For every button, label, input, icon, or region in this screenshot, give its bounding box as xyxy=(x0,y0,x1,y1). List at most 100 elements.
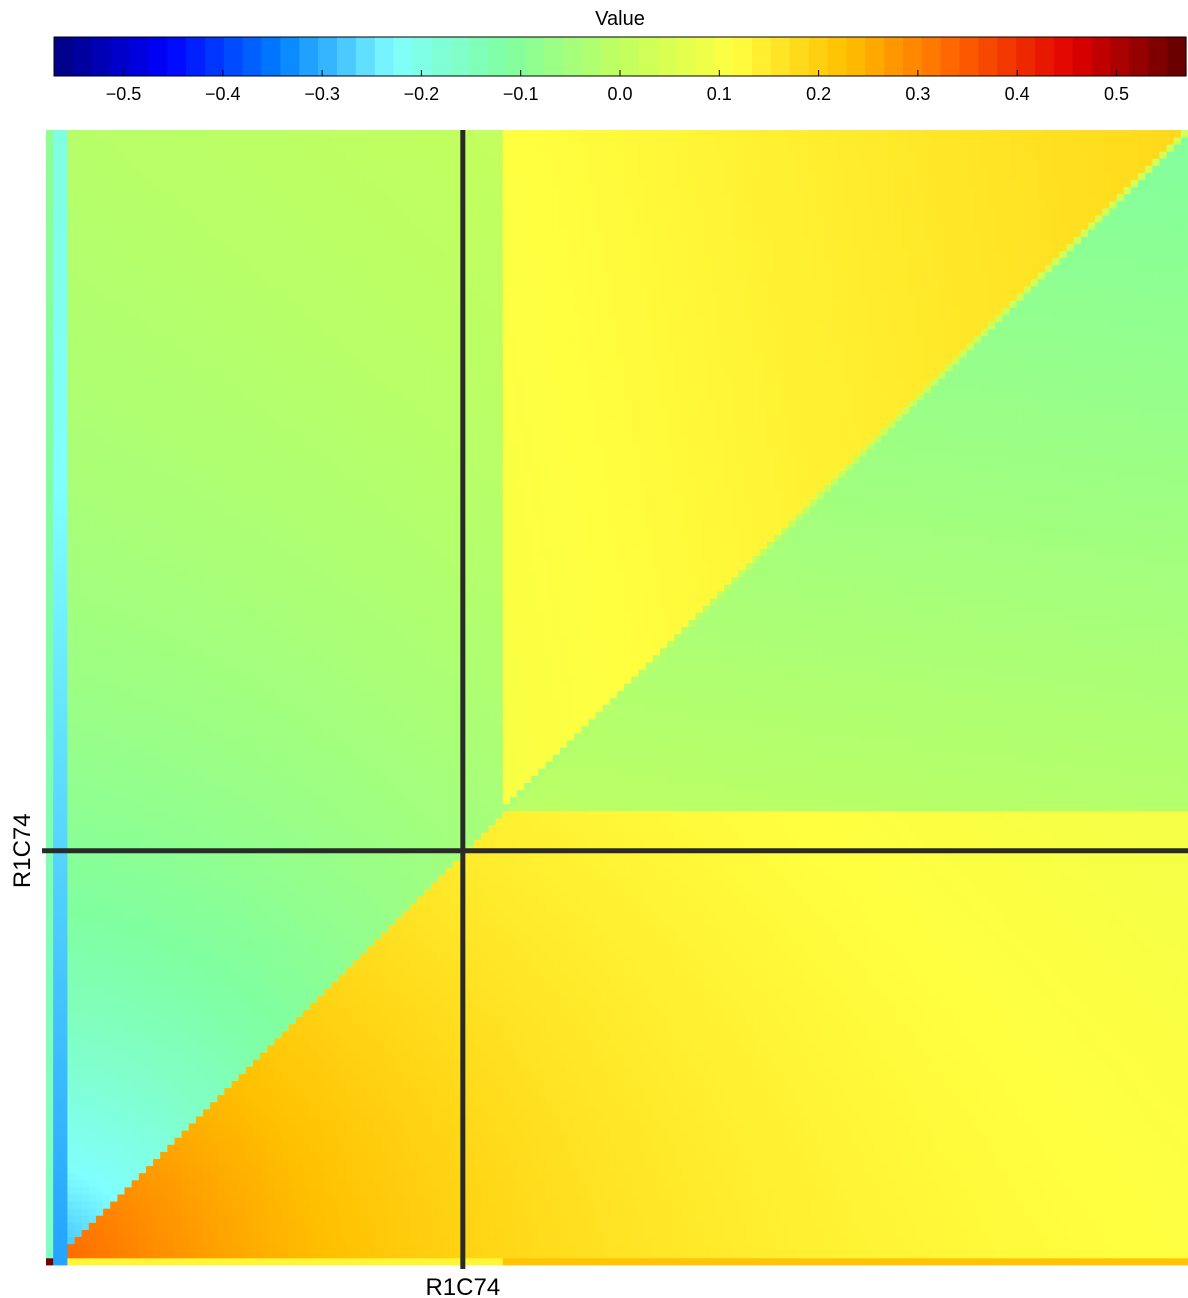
heatmap-cell xyxy=(753,1088,761,1095)
heatmap-cell xyxy=(182,1059,190,1066)
heatmap-cell xyxy=(596,1237,604,1244)
heatmap-cell xyxy=(1167,1095,1175,1102)
heatmap-cell xyxy=(638,1173,646,1180)
heatmap-cell xyxy=(274,1116,282,1123)
heatmap-cell xyxy=(232,1222,240,1229)
heatmap-cell xyxy=(910,1109,918,1116)
heatmap-cell xyxy=(117,1144,125,1151)
heatmap-cell xyxy=(339,1095,347,1102)
heatmap-cell xyxy=(624,1215,632,1222)
heatmap-cell xyxy=(1138,1244,1146,1251)
heatmap-cell xyxy=(674,1052,682,1059)
heatmap-cell xyxy=(824,1144,832,1151)
heatmap-cell xyxy=(524,1244,532,1251)
heatmap-cell xyxy=(439,1130,447,1137)
heatmap-cell xyxy=(638,1258,646,1265)
heatmap-cell xyxy=(631,1180,639,1187)
heatmap-cell xyxy=(688,1244,696,1251)
heatmap-cell xyxy=(745,1073,753,1080)
heatmap-cell xyxy=(439,1152,447,1159)
heatmap-cell xyxy=(253,1066,261,1073)
heatmap-cell xyxy=(224,1180,232,1187)
heatmap-cell xyxy=(289,1073,297,1080)
heatmap-cell xyxy=(446,1194,454,1201)
heatmap-cell xyxy=(282,1180,290,1187)
colorbar-tick-label: −0.1 xyxy=(503,84,539,104)
heatmap-cell xyxy=(553,1045,561,1052)
heatmap-cell xyxy=(624,1088,632,1095)
heatmap-cell xyxy=(1102,1251,1110,1258)
heatmap-cell xyxy=(1138,1116,1146,1123)
heatmap-cell xyxy=(574,1144,582,1151)
heatmap-cell xyxy=(960,1258,968,1265)
heatmap-cell xyxy=(596,1081,604,1088)
heatmap-cell xyxy=(567,1222,575,1229)
heatmap-cell xyxy=(781,1144,789,1151)
heatmap-cell xyxy=(1152,1102,1160,1109)
heatmap-cell xyxy=(217,1194,225,1201)
heatmap-cell xyxy=(396,1173,404,1180)
heatmap-cell xyxy=(324,1109,332,1116)
heatmap-cell xyxy=(924,1073,932,1080)
heatmap-cell xyxy=(110,1066,118,1073)
heatmap-cell xyxy=(174,1237,182,1244)
heatmap-cell xyxy=(1102,1081,1110,1088)
heatmap-cell xyxy=(538,1166,546,1173)
heatmap-cell xyxy=(317,1144,325,1151)
heatmap-cell xyxy=(1010,1116,1018,1123)
heatmap-cell xyxy=(53,1144,61,1151)
heatmap-cell xyxy=(46,1180,54,1187)
heatmap-cell xyxy=(1095,1159,1103,1166)
heatmap-cell xyxy=(881,1109,889,1116)
heatmap-cell xyxy=(995,1144,1003,1151)
heatmap-cell xyxy=(674,1187,682,1194)
heatmap-cell xyxy=(1102,1258,1110,1265)
heatmap-cell xyxy=(931,1052,939,1059)
heatmap-cell xyxy=(567,1123,575,1130)
heatmap-cell xyxy=(888,1159,896,1166)
heatmap-cell xyxy=(596,1144,604,1151)
heatmap-cell xyxy=(895,1208,903,1215)
heatmap-cell xyxy=(753,1166,761,1173)
heatmap-cell xyxy=(1052,1116,1060,1123)
heatmap-cell xyxy=(82,1173,90,1180)
heatmap-cell xyxy=(845,1066,853,1073)
heatmap-cell xyxy=(581,1130,589,1137)
heatmap-cell xyxy=(910,1194,918,1201)
heatmap-cell xyxy=(324,1073,332,1080)
heatmap-cell xyxy=(1060,1251,1068,1258)
heatmap-cell xyxy=(360,1258,368,1265)
heatmap-cell xyxy=(96,1066,104,1073)
colorbar-band xyxy=(186,37,205,76)
heatmap-cell xyxy=(731,1201,739,1208)
heatmap-cell xyxy=(560,1066,568,1073)
heatmap-cell xyxy=(367,1187,375,1194)
heatmap-cell xyxy=(753,1251,761,1258)
heatmap-cell xyxy=(367,1244,375,1251)
heatmap-cell xyxy=(139,1109,147,1116)
heatmap-cell xyxy=(1095,1244,1103,1251)
heatmap-cell xyxy=(396,1137,404,1144)
heatmap-cell xyxy=(439,1173,447,1180)
heatmap-cell xyxy=(367,1166,375,1173)
heatmap-cell xyxy=(1081,1116,1089,1123)
heatmap-cell xyxy=(888,1102,896,1109)
heatmap-cell xyxy=(410,1222,418,1229)
heatmap-cell xyxy=(346,1215,354,1222)
heatmap-cell xyxy=(439,1237,447,1244)
heatmap-cell xyxy=(60,1244,68,1251)
heatmap-cell xyxy=(838,1194,846,1201)
heatmap-cell xyxy=(974,1244,982,1251)
heatmap-cell xyxy=(431,1123,439,1130)
heatmap-cell xyxy=(60,1159,68,1166)
heatmap-cell xyxy=(260,1152,268,1159)
heatmap-cell xyxy=(381,1208,389,1215)
heatmap-cell xyxy=(917,1187,925,1194)
heatmap-cell xyxy=(981,1052,989,1059)
heatmap-cell xyxy=(988,1166,996,1173)
heatmap-cell xyxy=(274,1187,282,1194)
colorbar-band xyxy=(771,37,790,76)
heatmap-cell xyxy=(267,1159,275,1166)
heatmap-cell xyxy=(581,1109,589,1116)
heatmap-cell xyxy=(1010,1237,1018,1244)
